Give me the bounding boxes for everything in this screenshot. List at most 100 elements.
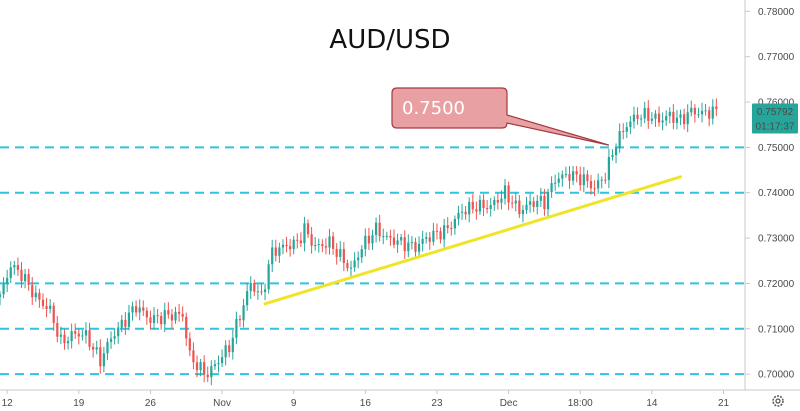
candle <box>84 322 88 344</box>
candle <box>650 112 653 125</box>
candle-body <box>654 113 657 119</box>
candle <box>400 233 403 246</box>
candle-body <box>618 131 621 148</box>
candle-body <box>435 230 439 232</box>
candle-body <box>38 292 41 300</box>
candle <box>468 197 471 223</box>
candle-body <box>249 282 252 292</box>
candle-body <box>27 274 30 286</box>
candle <box>611 149 614 161</box>
candle <box>371 229 374 250</box>
candle <box>203 355 206 383</box>
candle <box>102 346 105 373</box>
candle <box>392 229 396 249</box>
candle-body <box>500 198 503 203</box>
candle-body <box>575 171 578 175</box>
candle-body <box>439 231 442 240</box>
candle <box>357 251 360 269</box>
candle <box>486 200 489 214</box>
candle <box>525 196 528 214</box>
candle-body <box>349 267 353 269</box>
chart-settings-button[interactable] <box>772 395 784 407</box>
candle-body <box>317 244 320 246</box>
candle-body <box>450 228 453 230</box>
candle <box>521 205 525 223</box>
candle <box>421 230 424 252</box>
candle-body <box>314 245 317 247</box>
candle <box>622 123 625 140</box>
candle <box>109 331 113 349</box>
candle-body <box>20 269 23 282</box>
candle-body <box>99 347 102 367</box>
y-tick-label: 0.76000 <box>758 98 795 109</box>
candle <box>475 201 478 220</box>
candle-body <box>106 341 109 354</box>
x-axis: 12 19 26 Nov 9 16 23 Dec 18:00 14 21 <box>0 389 800 409</box>
candle-body <box>704 110 707 112</box>
candle <box>6 269 9 293</box>
candle-body <box>632 114 636 122</box>
candle <box>66 336 70 350</box>
candle-body <box>131 306 134 313</box>
candle-body <box>342 249 345 264</box>
gear-icon[interactable] <box>772 395 784 407</box>
candle-body <box>425 237 428 239</box>
candle <box>246 282 249 311</box>
candle-body <box>163 310 166 325</box>
candle <box>274 239 277 262</box>
candle-body <box>120 319 123 328</box>
candle <box>618 123 621 153</box>
candle <box>231 329 234 360</box>
candle <box>235 311 238 345</box>
candle-body <box>697 114 700 116</box>
candle-body <box>432 230 435 242</box>
candle <box>299 232 302 248</box>
candle <box>378 214 381 242</box>
candle-body <box>77 333 80 337</box>
candle <box>0 291 2 306</box>
candle-body <box>528 201 532 205</box>
candle-body <box>604 179 607 181</box>
candle-body <box>23 274 27 282</box>
candle-body <box>668 111 671 117</box>
candle <box>342 242 345 272</box>
candle-body <box>357 257 360 261</box>
candle-body <box>113 336 116 339</box>
candle-body <box>2 284 5 295</box>
candle-body <box>650 118 653 121</box>
candle-body <box>296 239 299 241</box>
candle-body <box>324 246 328 248</box>
candle <box>63 328 66 350</box>
candle-body <box>475 209 478 212</box>
candle <box>629 116 632 134</box>
candle <box>640 114 643 127</box>
candle-body <box>45 305 48 309</box>
candle <box>428 231 431 250</box>
y-tick-label: 0.71000 <box>758 324 795 335</box>
candle-body <box>185 316 188 339</box>
candle <box>156 308 159 324</box>
candle-body <box>464 211 467 215</box>
candle-body <box>593 188 596 190</box>
candle <box>675 110 679 130</box>
candle-body <box>52 305 55 323</box>
y-tick-label: 0.70000 <box>758 370 795 381</box>
candle <box>575 166 578 183</box>
candle-body <box>56 322 59 337</box>
candle-body <box>600 179 603 181</box>
candle <box>224 340 227 366</box>
y-tick-label: 0.72000 <box>758 279 795 290</box>
candle <box>256 284 259 300</box>
candle-body <box>95 347 98 350</box>
candle <box>152 307 156 330</box>
y-tick-label: 0.77000 <box>758 52 795 63</box>
price-label-text: 0.75792 <box>757 107 794 118</box>
candle-body <box>539 196 542 201</box>
candle <box>489 197 492 217</box>
price-label: 0.75792 01:17:37 <box>752 103 798 134</box>
candle-body <box>224 345 227 358</box>
candle-body <box>629 121 632 128</box>
candle-body <box>675 117 679 123</box>
y-axis: 0.70000 0.71000 0.72000 0.73000 0.74000 0.750… <box>744 0 798 390</box>
